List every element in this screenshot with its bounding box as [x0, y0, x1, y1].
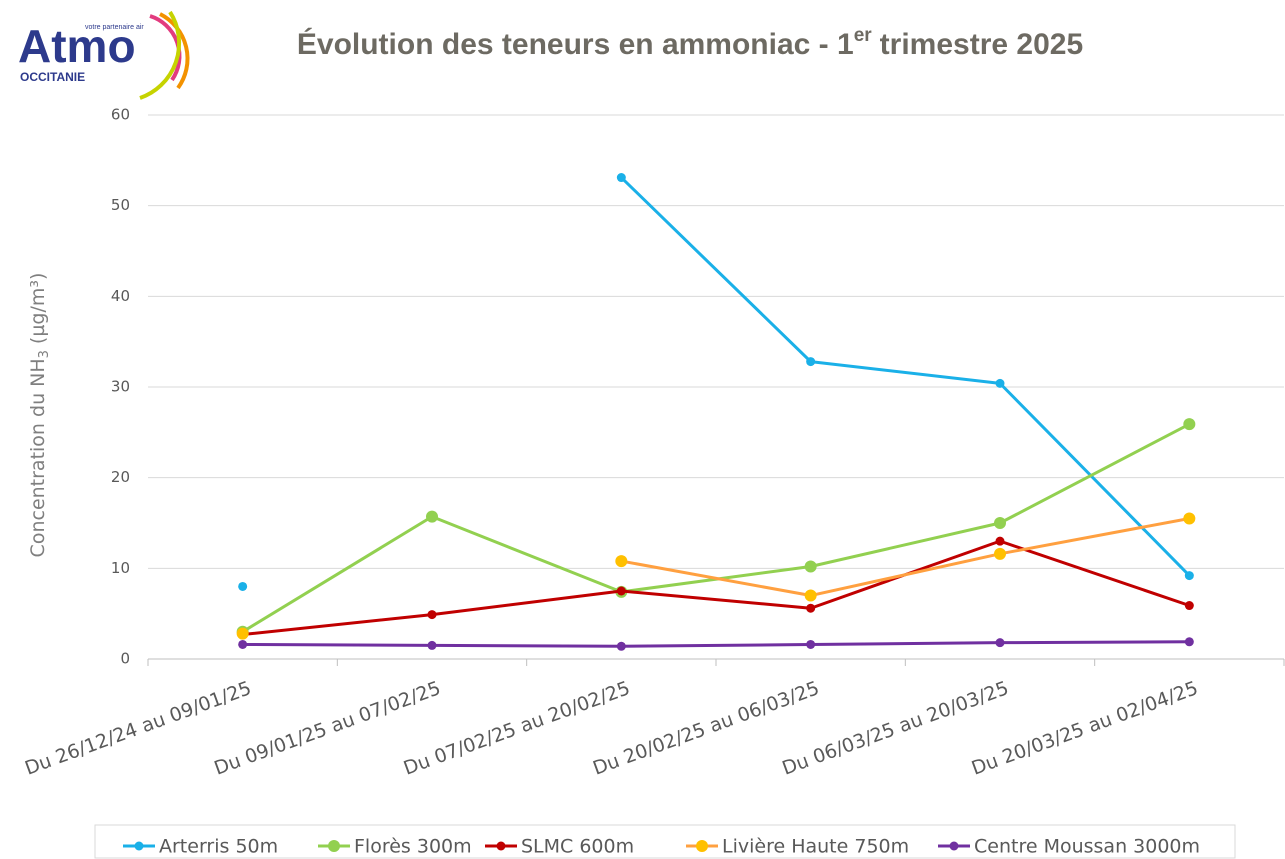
- data-point: [427, 610, 437, 620]
- data-point: [238, 639, 248, 649]
- y-tick-label: 30: [111, 378, 130, 396]
- legend-marker: [496, 841, 506, 851]
- ylabel-sub: 3: [37, 350, 52, 358]
- data-point: [1184, 571, 1194, 581]
- chart-title: Évolution des teneurs en ammoniac - 1er t…: [297, 25, 1083, 61]
- title-text: Évolution des teneurs en ammoniac - 1: [297, 27, 854, 61]
- data-point: [994, 547, 1006, 560]
- data-point: [1184, 637, 1194, 647]
- data-point: [1183, 512, 1196, 525]
- data-point: [995, 638, 1005, 648]
- y-tick-label: 10: [111, 559, 130, 577]
- data-point: [1184, 601, 1194, 611]
- data-point: [806, 357, 816, 367]
- series-line: [620, 176, 1191, 577]
- data-point: [236, 627, 249, 640]
- legend-marker: [134, 841, 144, 851]
- legend-box: [94, 824, 1236, 859]
- y-tick-label: 40: [111, 287, 130, 305]
- data-point: [995, 536, 1005, 546]
- series-line: [242, 640, 1190, 648]
- y-tick-label: 50: [111, 196, 130, 214]
- data-point: [616, 173, 626, 183]
- title-rest: trimestre 2025: [880, 28, 1083, 61]
- legend-label: Centre Moussan 3000m: [974, 836, 1200, 858]
- legend-label: Livière Haute 750m: [722, 836, 909, 858]
- data-point: [426, 510, 438, 523]
- legend-marker: [696, 840, 708, 852]
- series-line: [242, 539, 1190, 637]
- legend-marker: [949, 841, 959, 851]
- legend-label: Florès 300m: [354, 836, 472, 858]
- data-point: [427, 640, 437, 650]
- data-point: [616, 586, 626, 596]
- y-tick-label: 60: [111, 106, 130, 124]
- data-point: [804, 589, 817, 602]
- legend-marker: [328, 840, 340, 852]
- data-point: [1183, 418, 1196, 431]
- logo-name: Atmo: [18, 20, 136, 72]
- data-point: [806, 639, 816, 649]
- ylabel-text: Concentration du NH: [27, 358, 49, 557]
- data-point: [804, 560, 817, 573]
- ylabel-rest: (µg/m³): [27, 273, 49, 345]
- y-tick-label: 20: [111, 468, 130, 486]
- data-point: [615, 555, 628, 568]
- logo-arc: [159, 12, 190, 90]
- logo: Atmo OCCITANIE votre partenaire air: [18, 10, 190, 100]
- data-point: [806, 603, 816, 613]
- logo-region: OCCITANIE: [20, 70, 85, 84]
- title-sup: er: [854, 25, 873, 46]
- y-axis-label: Concentration du NH3 (µg/m³): [27, 273, 52, 558]
- data-point: [238, 581, 248, 591]
- data-point: [616, 641, 626, 651]
- data-point: [995, 378, 1005, 388]
- data-point: [994, 517, 1006, 529]
- legend-label: SLMC 600m: [521, 836, 634, 858]
- y-tick-label: 0: [120, 650, 130, 668]
- series-line: [621, 516, 1190, 598]
- legend-label: Arterris 50m: [159, 836, 278, 858]
- logo-tagline: votre partenaire air: [85, 24, 144, 31]
- logo-arc: [139, 10, 182, 100]
